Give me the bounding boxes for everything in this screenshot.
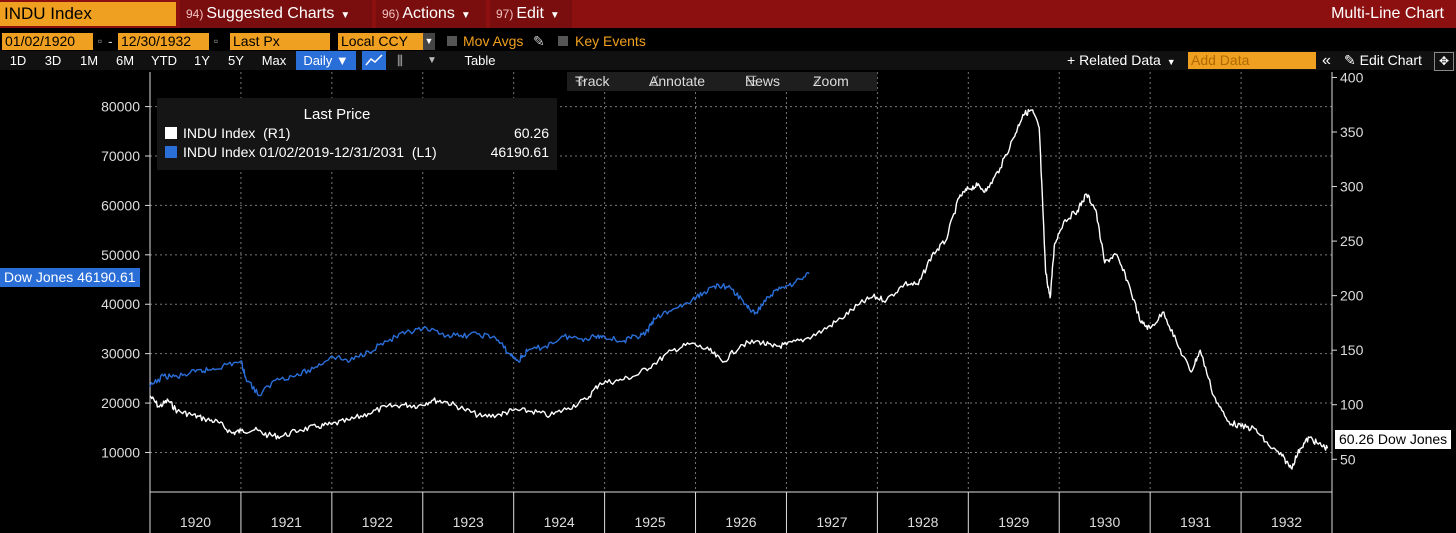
pencil-icon[interactable]: ✎ [533, 33, 545, 49]
left-tick-label: 70000 [101, 148, 140, 164]
timeframe-6m[interactable]: 6M [115, 53, 135, 68]
header-bar: INDU Index 94) Suggested Charts ▼ 96) Actio… [0, 0, 1456, 28]
chevron-down-icon: ▼ [549, 10, 560, 21]
timeframe-1y[interactable]: 1Y [194, 53, 210, 68]
key-events-label: Key Events [575, 33, 646, 49]
timeframe-3d[interactable]: 3D [44, 53, 62, 68]
x-tick-label: 1929 [998, 514, 1029, 530]
x-tick-label: 1921 [271, 514, 302, 530]
legend-series-1: INDU Index (R1) [165, 125, 290, 141]
pin-icon[interactable]: ✥ [1434, 52, 1454, 71]
timeframe-ytd[interactable]: YTD [151, 53, 177, 68]
x-tick-label: 1925 [634, 514, 665, 530]
collapse-icon[interactable]: « [1322, 52, 1331, 69]
left-tick-label: 40000 [101, 296, 140, 312]
start-date-field[interactable]: 01/02/1920 [2, 33, 93, 50]
x-tick-label: 1930 [1089, 514, 1120, 530]
line-chart-icon[interactable] [362, 51, 386, 70]
left-tick-label: 20000 [101, 395, 140, 411]
suggested-charts-menu[interactable]: 94) Suggested Charts ▼ [180, 0, 372, 28]
left-tick-label: 10000 [101, 444, 140, 460]
left-tick-label: 60000 [101, 197, 140, 213]
timeframe-1d[interactable]: 1D [9, 53, 27, 68]
x-tick-label: 1922 [362, 514, 393, 530]
table-button[interactable]: Table [464, 53, 496, 68]
edit-menu[interactable]: 97) Edit ▼ [490, 0, 572, 28]
left-tick-label: 50000 [101, 247, 140, 263]
chevron-down-icon: ▼ [1166, 57, 1176, 67]
chart-type-dropdown-icon[interactable]: ▼ [427, 55, 437, 66]
white-swatch-icon [165, 127, 177, 139]
chevron-down-icon: ▼ [340, 10, 351, 21]
controls-bar: 01/02/1920 ▫ - 12/30/1932 ▫ Last Px Loca… [0, 31, 1456, 51]
right-tick-label: 200 [1340, 288, 1364, 304]
chevron-down-icon: ▼ [460, 10, 471, 21]
currency-selector[interactable]: Local CCY ▼ [338, 33, 435, 50]
last-value-tag-right: 60.26 Dow Jones [1335, 430, 1452, 449]
blue-swatch-icon [165, 146, 177, 158]
legend-series-2: INDU Index 01/02/2019-12/31/2031 (L1) [165, 144, 437, 160]
right-tick-label: 300 [1340, 179, 1364, 195]
chart-legend[interactable]: Last Price INDU Index (R1) 60.26 INDU In… [157, 98, 557, 170]
series-line-2 [149, 271, 810, 397]
left-tick-label: 80000 [101, 99, 140, 115]
chart-tools: ✛ Track ∠ Annotate ☰ News ⌕ Zoom [567, 72, 877, 91]
legend-series-2-value: 46190.61 [490, 144, 549, 160]
edit-chart-button[interactable]: ✎ Edit Chart [1344, 52, 1422, 68]
right-tick-label: 100 [1340, 397, 1364, 413]
pencil-icon: ∠ [649, 73, 662, 89]
news-icon: ☰ [745, 73, 758, 89]
legend-title: Last Price [303, 106, 371, 123]
date-separator: - [108, 33, 113, 49]
timeframe-bar: 1D 3D 1M 6M YTD 1Y 5Y Max Daily ▼ ⫼ ▼ Ta… [0, 51, 1456, 71]
ticker-field[interactable]: INDU Index [0, 2, 176, 26]
right-tick-label: 250 [1340, 233, 1364, 249]
x-tick-label: 1924 [544, 514, 575, 530]
frequency-selector[interactable]: Daily ▼ [296, 51, 356, 70]
timeframe-max[interactable]: Max [261, 53, 287, 68]
actions-menu[interactable]: 96) Actions ▼ [376, 0, 486, 28]
x-tick-label: 1932 [1271, 514, 1302, 530]
key-events-checkbox[interactable] [558, 36, 568, 46]
dropdown-arrow-icon: ▼ [423, 33, 435, 50]
right-tick-label: 50 [1340, 451, 1356, 467]
end-date-field[interactable]: 12/30/1932 [118, 33, 209, 50]
related-data-button[interactable]: + Related Data ▼ [1067, 52, 1176, 68]
crosshair-icon: ✛ [575, 73, 587, 89]
x-tick-label: 1927 [816, 514, 847, 530]
calendar-icon[interactable]: ▫ [213, 34, 219, 48]
axes: 10000 20000 30000 40000 50000 60000 70000 80000… [101, 69, 1364, 533]
mov-avgs-label: Mov Avgs [463, 33, 524, 49]
x-tick-label: 1926 [725, 514, 756, 530]
pencil-icon: ✎ [1344, 52, 1360, 68]
x-tick-label: 1928 [907, 514, 938, 530]
right-tick-label: 150 [1340, 342, 1364, 358]
mov-avgs-checkbox[interactable] [447, 36, 457, 46]
right-tick-label: 400 [1340, 69, 1364, 85]
last-value-tag-left: Dow Jones 46190.61 [0, 268, 140, 287]
left-tick-label: 30000 [101, 346, 140, 362]
x-tick-label: 1920 [180, 514, 211, 530]
series-line-1 [149, 108, 1329, 470]
calendar-icon[interactable]: ▫ [97, 34, 103, 48]
timeframe-5y[interactable]: 5Y [228, 53, 244, 68]
timeframe-1m[interactable]: 1M [79, 53, 99, 68]
magnifier-icon: ⌕ [813, 73, 821, 89]
bar-chart-icon[interactable]: ⫼ [397, 53, 403, 68]
right-tick-label: 350 [1340, 124, 1364, 140]
x-tick-label: 1923 [453, 514, 484, 530]
series-layer [149, 108, 1329, 470]
legend-series-1-value: 60.26 [513, 125, 549, 141]
chart-type-title: Multi-Line Chart [1331, 5, 1444, 22]
x-tick-label: 1931 [1180, 514, 1211, 530]
field-selector[interactable]: Last Px [230, 33, 330, 50]
add-data-input[interactable]: Add Data [1188, 52, 1316, 69]
